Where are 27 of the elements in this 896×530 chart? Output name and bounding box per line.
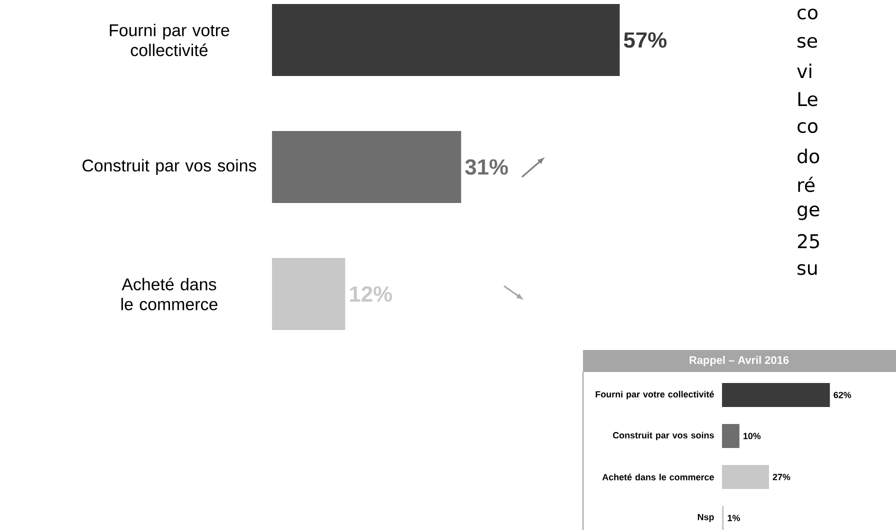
y-tick-label: Fourni par votre collectivité (110, 24, 230, 56)
text: co (798, 122, 818, 134)
text: 25 (798, 234, 819, 248)
text: ge (798, 206, 820, 220)
bar (722, 424, 740, 448)
text: se (798, 36, 818, 48)
data-label: 62% (834, 392, 852, 398)
y-tick-label: Acheté dans le commerce (121, 278, 218, 310)
data-label: 27% (772, 474, 790, 480)
y-tick-label: Nsp (698, 514, 714, 522)
y-tick-label: Fourni par votre collectivité (596, 390, 714, 400)
text: vi (797, 64, 812, 78)
y-tick-label: Construit par vos soins (612, 432, 714, 440)
text: do (798, 148, 820, 164)
bar (722, 465, 769, 490)
text: ré (798, 176, 815, 192)
y-tick-label: Acheté dans le commerce (602, 474, 714, 480)
data-label: 1% (728, 514, 740, 522)
y-tick-label: Construit par vos soins (82, 159, 256, 175)
chart-title: Rappel – Avril 2016 (690, 356, 789, 366)
text: co (798, 8, 818, 20)
data-label: 10% (743, 432, 761, 440)
data-label: 57% (624, 32, 667, 48)
data-label: 31% (465, 159, 508, 175)
bar (722, 383, 830, 408)
text: su (798, 264, 817, 276)
text: Le (798, 92, 818, 106)
